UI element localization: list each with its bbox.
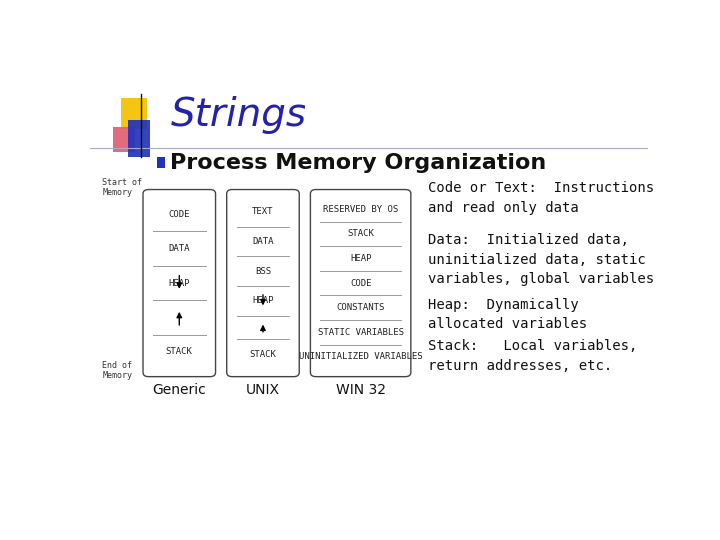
Bar — [114, 127, 135, 152]
Text: Code or Text:  Instructions
and read only data: Code or Text: Instructions and read only… — [428, 181, 654, 215]
Text: Heap:  Dynamically
allocated variables: Heap: Dynamically allocated variables — [428, 298, 587, 331]
Text: WIN 32: WIN 32 — [336, 383, 386, 397]
FancyBboxPatch shape — [143, 190, 215, 377]
Text: UNINITIALIZED VARIABLES: UNINITIALIZED VARIABLES — [299, 353, 423, 361]
Text: Stack:   Local variables,
return addresses, etc.: Stack: Local variables, return addresses… — [428, 339, 637, 373]
Text: Data:  Initialized data,
uninitialized data, static
variables, global variables: Data: Initialized data, uninitialized da… — [428, 233, 654, 286]
FancyBboxPatch shape — [227, 190, 300, 377]
Text: RESERVED BY OS: RESERVED BY OS — [323, 205, 398, 214]
Text: CONSTANTS: CONSTANTS — [336, 303, 384, 312]
Text: CODE: CODE — [350, 279, 372, 288]
Text: HEAP: HEAP — [252, 296, 274, 306]
FancyBboxPatch shape — [310, 190, 411, 377]
Text: Strings: Strings — [171, 96, 307, 134]
Text: Generic: Generic — [153, 383, 206, 397]
Text: DATA: DATA — [252, 237, 274, 246]
Text: TEXT: TEXT — [252, 207, 274, 217]
Text: Process Memory Organization: Process Memory Organization — [170, 152, 546, 172]
Text: STATIC VARIABLES: STATIC VARIABLES — [318, 328, 404, 337]
Text: DATA: DATA — [168, 244, 190, 253]
Bar — [157, 157, 165, 168]
Text: End of
Memory: End of Memory — [102, 361, 132, 380]
Text: STACK: STACK — [347, 230, 374, 239]
Text: BSS: BSS — [255, 267, 271, 276]
Text: STACK: STACK — [250, 350, 276, 359]
Bar — [121, 98, 148, 129]
Text: HEAP: HEAP — [350, 254, 372, 263]
Text: CODE: CODE — [168, 210, 190, 219]
Text: UNIX: UNIX — [246, 383, 280, 397]
Bar — [128, 120, 150, 157]
Text: Start of
Memory: Start of Memory — [102, 178, 143, 197]
Text: STACK: STACK — [166, 347, 193, 356]
Text: HEAP: HEAP — [168, 279, 190, 288]
